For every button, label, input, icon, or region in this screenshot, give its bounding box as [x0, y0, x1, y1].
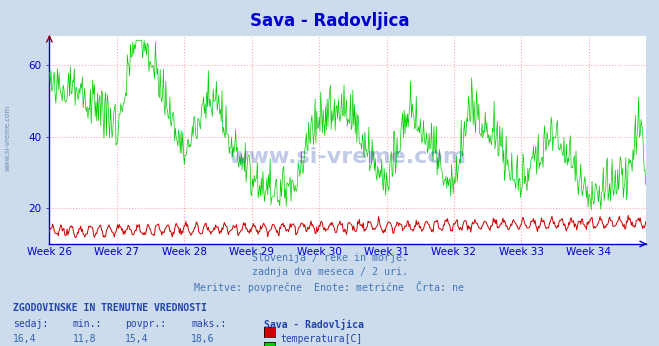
Text: maks.:: maks.:	[191, 319, 226, 329]
Text: temperatura[C]: temperatura[C]	[281, 334, 363, 344]
Text: Slovenija / reke in morje.: Slovenija / reke in morje.	[252, 253, 407, 263]
Text: Meritve: povprečne  Enote: metrične  Črta: ne: Meritve: povprečne Enote: metrične Črta:…	[194, 281, 465, 293]
Text: 16,4: 16,4	[13, 334, 37, 344]
Text: 18,6: 18,6	[191, 334, 215, 344]
Text: Sava - Radovljica: Sava - Radovljica	[250, 12, 409, 30]
Text: 15,4: 15,4	[125, 334, 149, 344]
Text: 11,8: 11,8	[72, 334, 96, 344]
Text: Sava - Radovljica: Sava - Radovljica	[264, 319, 364, 330]
Text: min.:: min.:	[72, 319, 102, 329]
Text: www.si-vreme.com: www.si-vreme.com	[5, 105, 11, 172]
Text: sedaj:: sedaj:	[13, 319, 48, 329]
Text: povpr.:: povpr.:	[125, 319, 166, 329]
Text: www.si-vreme.com: www.si-vreme.com	[229, 147, 467, 167]
Text: zadnja dva meseca / 2 uri.: zadnja dva meseca / 2 uri.	[252, 267, 407, 277]
Text: ZGODOVINSKE IN TRENUTNE VREDNOSTI: ZGODOVINSKE IN TRENUTNE VREDNOSTI	[13, 303, 207, 313]
